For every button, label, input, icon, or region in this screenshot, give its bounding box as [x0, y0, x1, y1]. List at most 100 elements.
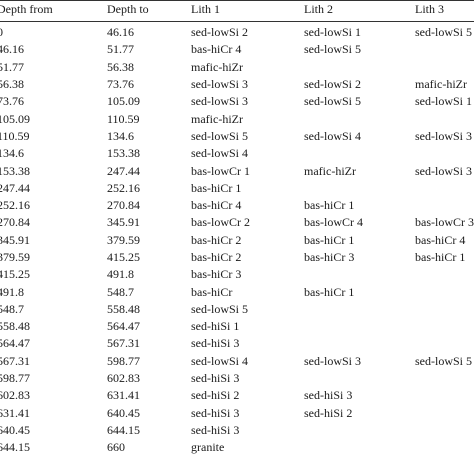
table-header-rule: [0, 21, 474, 22]
cell-depth-from: 345.91: [0, 232, 30, 247]
cell-lith-3: mafic-hiZr: [415, 77, 467, 92]
cell-depth-to: 631.41: [107, 388, 140, 403]
cell-lith-2: sed-hiSi 2: [304, 405, 353, 420]
table-row: 105.09 110.59 mafic-hiZr: [0, 110, 474, 127]
cell-lith-1: mafic-hiZr: [191, 111, 243, 126]
cell-lith-1: sed-lowSi 3: [191, 77, 248, 92]
cell-lith-1: sed-hiSi 3: [191, 371, 240, 386]
cell-lith-2: bas-hiCr 1: [304, 232, 355, 247]
cell-lith-2: sed-hiSi 3: [304, 388, 353, 403]
table-row: 598.77 602.83 sed-hiSi 3: [0, 370, 474, 387]
cell-lith-2: bas-lowCr 4: [304, 215, 363, 230]
cell-lith-2: sed-lowSi 5: [304, 42, 361, 57]
table-row: 73.76 105.09 sed-lowSi 3 sed-lowSi 5 sed-low…: [0, 93, 474, 110]
cell-depth-from: 558.48: [0, 319, 30, 334]
table-row: 640.45 644.15 sed-hiSi 3: [0, 422, 474, 439]
cell-depth-to: 660: [107, 440, 125, 455]
cell-depth-from: 51.77: [0, 59, 24, 74]
cell-lith-3: bas-lowCr 3: [415, 215, 474, 230]
cell-depth-from: 134.6: [0, 146, 24, 161]
cell-lith-1: sed-hiSi 3: [191, 336, 240, 351]
cell-lith-3: sed-lowSi 3: [415, 163, 472, 178]
header-depth-from: Depth from: [0, 2, 53, 16]
cell-lith-1: bas-hiCr 1: [191, 180, 242, 195]
cell-lith-1: mafic-hiZr: [191, 59, 243, 74]
table-header-row: Depth from Depth to Lith 1 Lith 2 Lith 3: [0, 1, 474, 21]
cell-lith-1: bas-hiCr 2: [191, 250, 242, 264]
cell-lith-3: sed-lowSi 5: [415, 353, 472, 368]
cell-depth-from: 564.47: [0, 336, 30, 351]
cell-lith-1: sed-hiSi 2: [191, 388, 240, 403]
table-row: 548.7 558.48 sed-lowSi 5: [0, 301, 474, 318]
cell-depth-from: 598.77: [0, 371, 30, 386]
table-row: 0 46.16 sed-lowSi 2 sed-lowSi 1 sed-lowSi 5: [0, 24, 474, 41]
cell-depth-to: 110.59: [107, 111, 140, 126]
cell-lith-1: sed-lowSi 5: [191, 301, 248, 316]
cell-lith-2: bas-hiCr 1: [304, 284, 355, 299]
cell-depth-to: 56.38: [107, 59, 134, 74]
cell-depth-from: 46.16: [0, 42, 24, 57]
cell-lith-1: bas-hiCr 4: [191, 198, 242, 213]
cell-lith-2: sed-lowSi 1: [304, 25, 361, 40]
cell-depth-to: 644.15: [107, 422, 140, 437]
table-row: 51.77 56.38 mafic-hiZr: [0, 59, 474, 76]
cell-depth-to: 640.45: [107, 405, 140, 420]
cell-depth-to: 247.44: [107, 163, 140, 178]
cell-depth-to: 379.59: [107, 232, 140, 247]
cell-depth-to: 548.7: [107, 284, 134, 299]
cell-depth-to: 491.8: [107, 267, 134, 282]
table-row: 491.8 548.7 bas-hiCr bas-hiCr 1: [0, 283, 474, 300]
cell-lith-1: bas-lowCr 1: [191, 163, 250, 178]
cell-depth-from: 567.31: [0, 353, 30, 368]
table-row: 564.47 567.31 sed-hiSi 3: [0, 335, 474, 352]
cell-lith-2: bas-hiCr 3: [304, 250, 355, 264]
table-row: 134.6 153.38 sed-lowSi 4: [0, 145, 474, 162]
cell-lith-2: sed-lowSi 3: [304, 353, 361, 368]
table-row: 567.31 598.77 sed-lowSi 4 sed-lowSi 3 sed-lo…: [0, 353, 474, 370]
cell-depth-to: 415.25: [107, 250, 140, 264]
cell-lith-3: sed-lowSi 5: [415, 25, 472, 40]
cell-lith-1: sed-lowSi 3: [191, 94, 248, 109]
cell-lith-1: sed-lowSi 5: [191, 128, 248, 143]
cell-depth-from: 105.09: [0, 111, 30, 126]
cell-lith-3: sed-lowSi 1: [415, 94, 472, 109]
cell-depth-from: 56.38: [0, 77, 24, 92]
cell-depth-to: 602.83: [107, 371, 140, 386]
cell-depth-from: 270.84: [0, 215, 30, 230]
cell-depth-to: 134.6: [107, 128, 134, 143]
cell-depth-to: 51.77: [107, 42, 134, 57]
table-row: 56.38 73.76 sed-lowSi 3 sed-lowSi 2 mafic-hi…: [0, 76, 474, 93]
cell-depth-to: 105.09: [107, 94, 140, 109]
cell-lith-2: mafic-hiZr: [304, 163, 356, 178]
cell-depth-to: 270.84: [107, 198, 140, 213]
header-lith-2: Lith 2: [304, 2, 333, 16]
table-row: 345.91 379.59 bas-hiCr 2 bas-hiCr 1 bas-hiCr…: [0, 232, 474, 249]
cell-depth-from: 247.44: [0, 180, 30, 195]
cell-lith-2: sed-lowSi 5: [304, 94, 361, 109]
table-row: 558.48 564.47 sed-hiSi 1: [0, 318, 474, 335]
cell-depth-from: 0: [0, 25, 3, 40]
header-lith-1: Lith 1: [191, 2, 220, 16]
cell-lith-3: bas-hiCr 4: [415, 232, 466, 247]
cell-lith-2: bas-hiCr 1: [304, 198, 355, 213]
cell-lith-2: sed-lowSi 4: [304, 128, 361, 143]
header-lith-3: Lith 3: [415, 2, 444, 16]
table-row: 415.25 491.8 bas-hiCr 3: [0, 266, 474, 283]
table-row: 153.38 247.44 bas-lowCr 1 mafic-hiZr sed-low…: [0, 162, 474, 179]
cell-depth-from: 415.25: [0, 267, 30, 282]
table-row: 247.44 252.16 bas-hiCr 1: [0, 180, 474, 197]
cell-depth-from: 644.15: [0, 440, 30, 455]
table-row: 631.41 640.45 sed-hiSi 3 sed-hiSi 2: [0, 405, 474, 422]
table-top-rule: [0, 0, 474, 1]
table-row: 644.15 660 granite: [0, 439, 474, 456]
table-row: 252.16 270.84 bas-hiCr 4 bas-hiCr 1: [0, 197, 474, 214]
table-row: 270.84 345.91 bas-lowCr 2 bas-lowCr 4 bas-lo…: [0, 214, 474, 231]
header-depth-to: Depth to: [107, 2, 149, 16]
cell-depth-to: 567.31: [107, 336, 140, 351]
cell-depth-from: 379.59: [0, 250, 30, 264]
cell-lith-1: bas-hiCr: [191, 284, 233, 299]
cell-depth-from: 631.41: [0, 405, 30, 420]
cell-depth-from: 153.38: [0, 163, 30, 178]
